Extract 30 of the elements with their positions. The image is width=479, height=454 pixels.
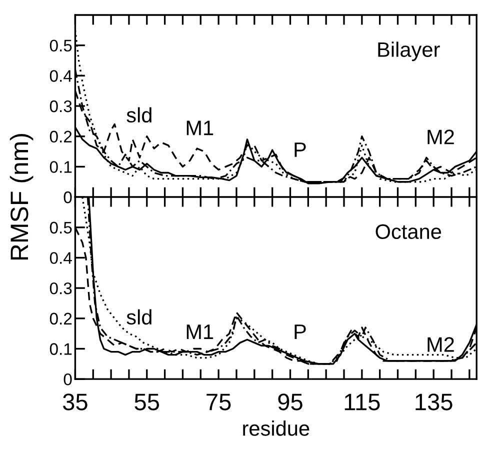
y-tick-label: 0 [64,373,72,386]
y-tick-label: 0.4 [50,70,72,82]
y-tick-label: 0.1 [50,343,72,355]
annotation: M1 [186,120,214,136]
y-axis-title: RMSF (nm) [10,134,34,260]
x-axis-title: residue [243,420,310,436]
y-tick-label: 0.1 [50,161,72,173]
y-tick-label: 0.5 [50,222,72,234]
x-tick-label: 115 [344,394,380,410]
annotation: M2 [428,337,454,352]
text: Bilayer [378,42,440,62]
annotation: sld [126,309,152,325]
y-tick-label: 0.5 [50,40,72,52]
annotation: M2 [428,130,454,144]
annotation: sld [126,107,152,123]
x-tick-label: 75 [206,394,231,410]
text: Octane [376,224,442,240]
x-tick-label: 35 [62,394,88,410]
annotation: M1 [186,324,214,339]
y-tick-label: 0.2 [50,130,72,143]
y-tick-label: 0.3 [50,282,72,294]
y-tick-label: 0.2 [50,312,72,325]
annotation: P [294,142,306,157]
y-tick-label: 0.3 [50,100,72,112]
y-tick-label: 0.4 [50,252,72,264]
x-tick-label: 135 [416,394,452,410]
x-tick-label: 55 [134,394,160,410]
annotation: P [294,324,306,339]
y-tick-label: 0 [64,191,72,204]
x-tick-label: 95 [278,394,302,410]
